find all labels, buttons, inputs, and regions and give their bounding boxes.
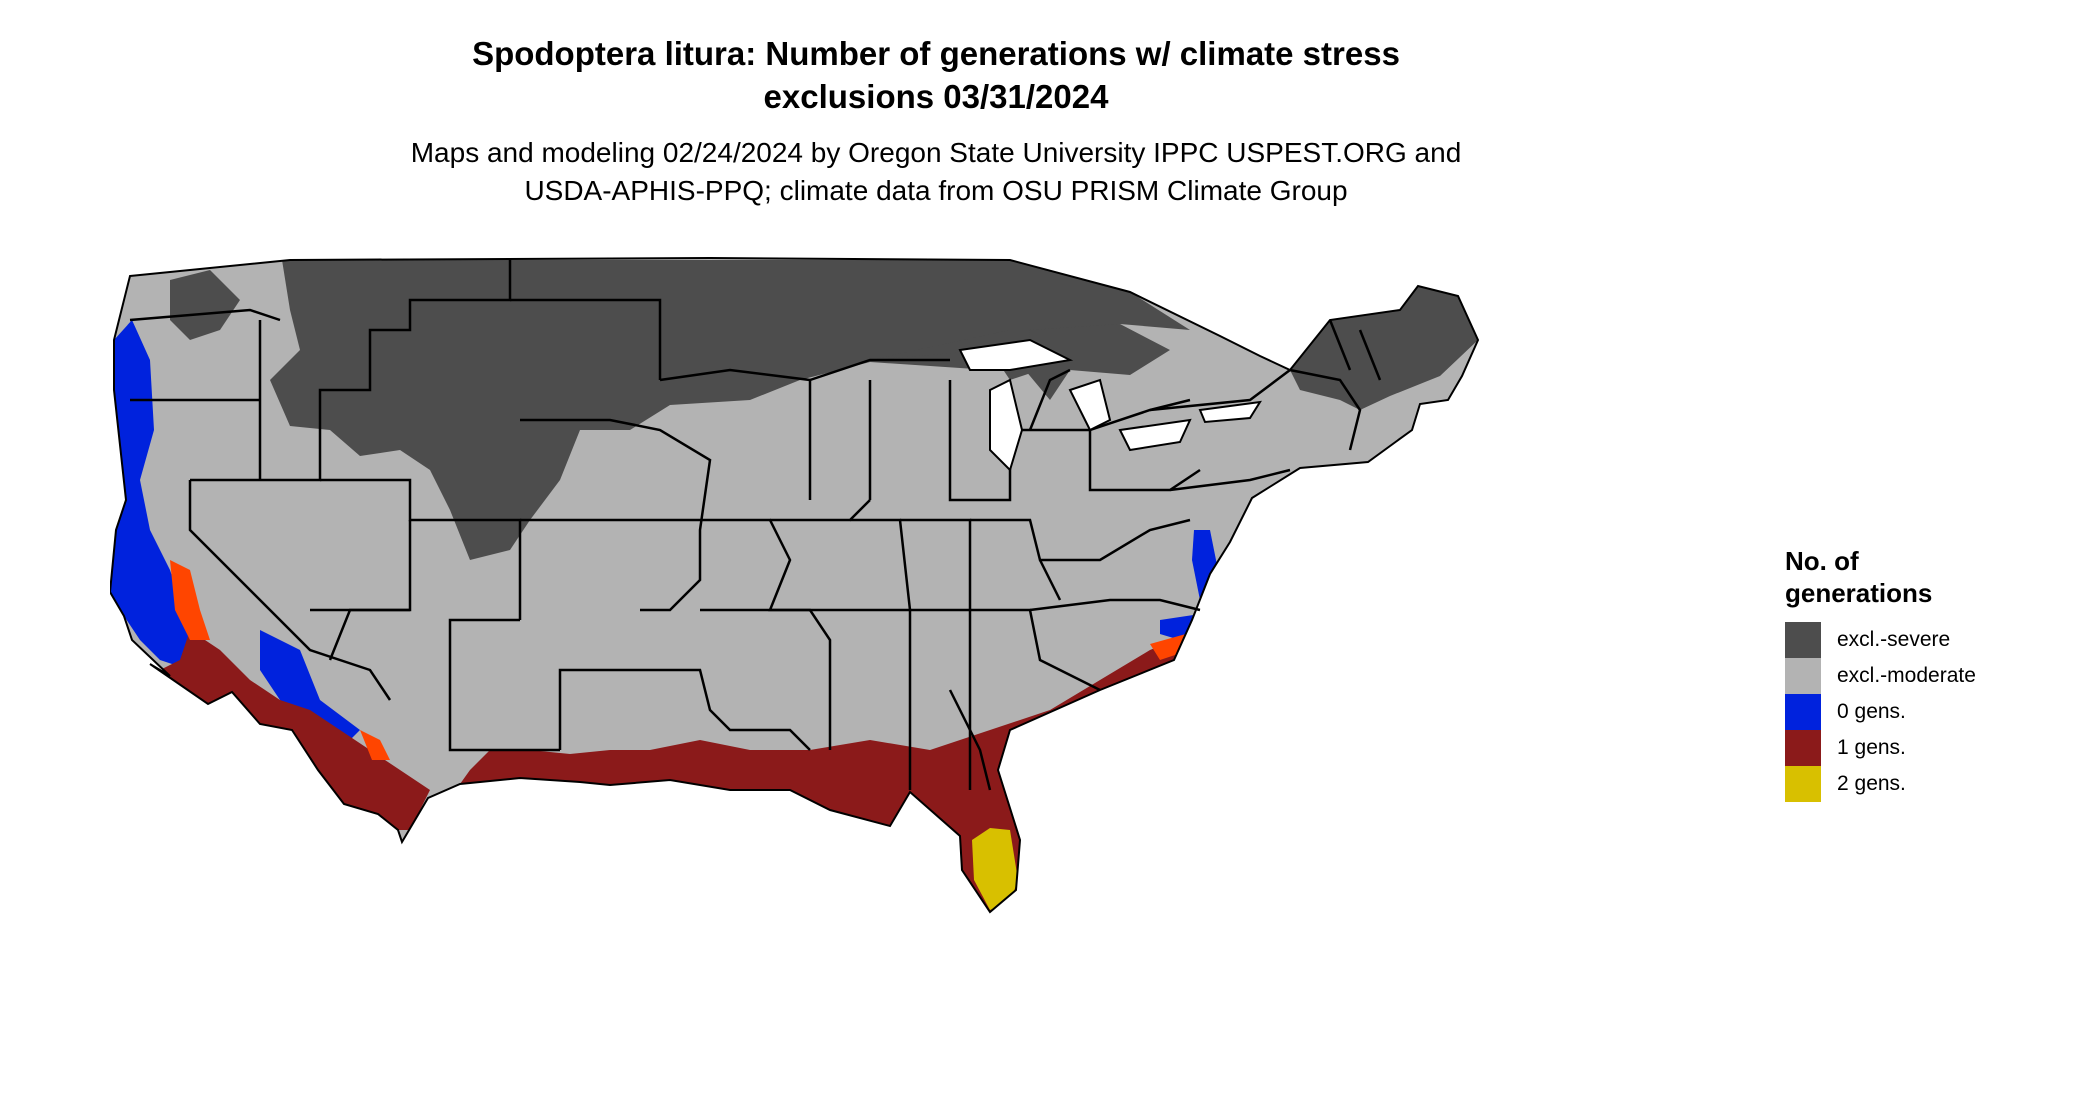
zone-0-gens-nevada-arizona (260, 630, 360, 750)
us-outline (110, 256, 1480, 914)
zone-orange-arizona-border (360, 730, 390, 760)
legend-label: 1 gens. (1837, 736, 1906, 759)
legend-swatch (1785, 622, 1821, 658)
zone-2-gens-south-florida (972, 828, 1018, 910)
legend-label: 0 gens. (1837, 700, 1906, 723)
subtitle-line-1: Maps and modeling 02/24/2024 by Oregon S… (410, 137, 1462, 168)
legend-label: excl.-moderate (1837, 664, 1976, 687)
legend-label: excl.-severe (1837, 628, 1951, 651)
zone-orange-california-valley (170, 560, 210, 640)
zone-excl-severe-upper-midwest (870, 260, 1190, 380)
us-generations-map (110, 256, 1480, 914)
legend-swatch (1785, 766, 1821, 802)
title-line-1: Spodoptera litura: Number of generations… (472, 35, 1400, 72)
legend-swatch (1785, 694, 1821, 730)
legend-swatch (1785, 730, 1821, 766)
zone-excl-severe-wisconsin-mich (1025, 324, 1170, 400)
legend-label: 2 gens. (1837, 772, 1906, 795)
legend-swatch (1785, 658, 1821, 694)
zone-2-gens-south-texas (640, 878, 660, 890)
state-borders (129, 258, 1382, 791)
zone-excl-severe-northern-plains (270, 260, 1050, 560)
great-lakes (958, 338, 1262, 472)
legend-title-line-2: generations (1785, 578, 1933, 608)
subtitle-line-2: USDA-APHIS-PPQ; climate data from OSU PR… (524, 175, 1348, 206)
zone-1-gens-southwest (160, 630, 430, 830)
zone-excl-severe-cascades (170, 270, 240, 340)
zone-0-gens-pacific-coast (110, 320, 280, 720)
title-line-2: exclusions 03/31/2024 (763, 78, 1109, 115)
legend-title-line-1: No. of (1785, 546, 1859, 576)
